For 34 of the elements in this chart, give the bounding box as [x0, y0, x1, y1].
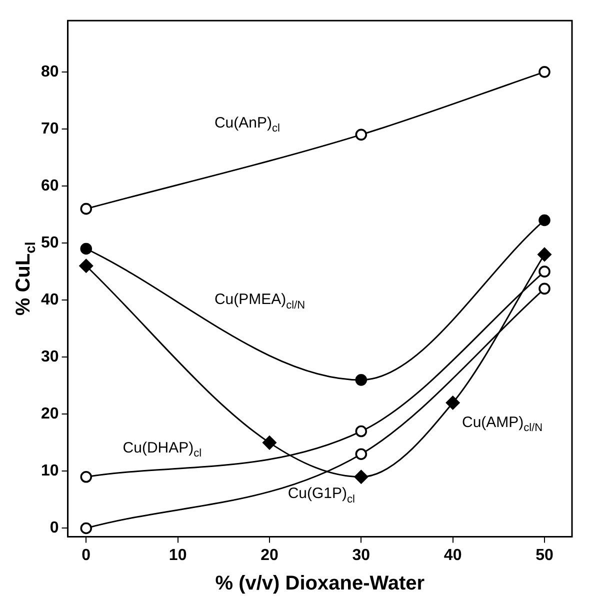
- point: [446, 396, 460, 410]
- point: [355, 128, 368, 141]
- y-tick-label: 30: [41, 348, 59, 366]
- point: [80, 202, 92, 215]
- point: [538, 266, 550, 278]
- point: [355, 374, 368, 386]
- point: [538, 66, 550, 78]
- point: [538, 214, 550, 226]
- y-tick-label: 60: [41, 177, 59, 194]
- x-tick-label: 0: [82, 546, 91, 564]
- x-axis-title: % (v/v) Dioxane-Water: [215, 572, 425, 595]
- point: [80, 242, 92, 255]
- y-tick-label: 70: [41, 120, 59, 138]
- point: [538, 282, 550, 295]
- x-tick-label: 30: [352, 546, 370, 564]
- point: [538, 248, 552, 262]
- x-tick-label: 20: [260, 546, 278, 564]
- point: [262, 436, 276, 450]
- x-tick-label: 40: [444, 546, 462, 564]
- point: [79, 258, 94, 273]
- y-tick-label: 10: [41, 462, 59, 480]
- y-tick-label: 50: [41, 234, 59, 252]
- point: [80, 522, 92, 534]
- y-tick-label: 20: [41, 406, 59, 423]
- x-tick-label: 10: [168, 546, 187, 564]
- y-tick-label: 80: [41, 63, 59, 80]
- y-axis-title: % CuLcl: [12, 242, 38, 316]
- point: [355, 448, 368, 460]
- y-tick-label: 0: [50, 520, 59, 537]
- point: [80, 471, 92, 483]
- x-tick-label: 50: [536, 546, 554, 564]
- point: [354, 470, 368, 484]
- y-tick-label: 40: [41, 291, 59, 308]
- point: [355, 425, 368, 438]
